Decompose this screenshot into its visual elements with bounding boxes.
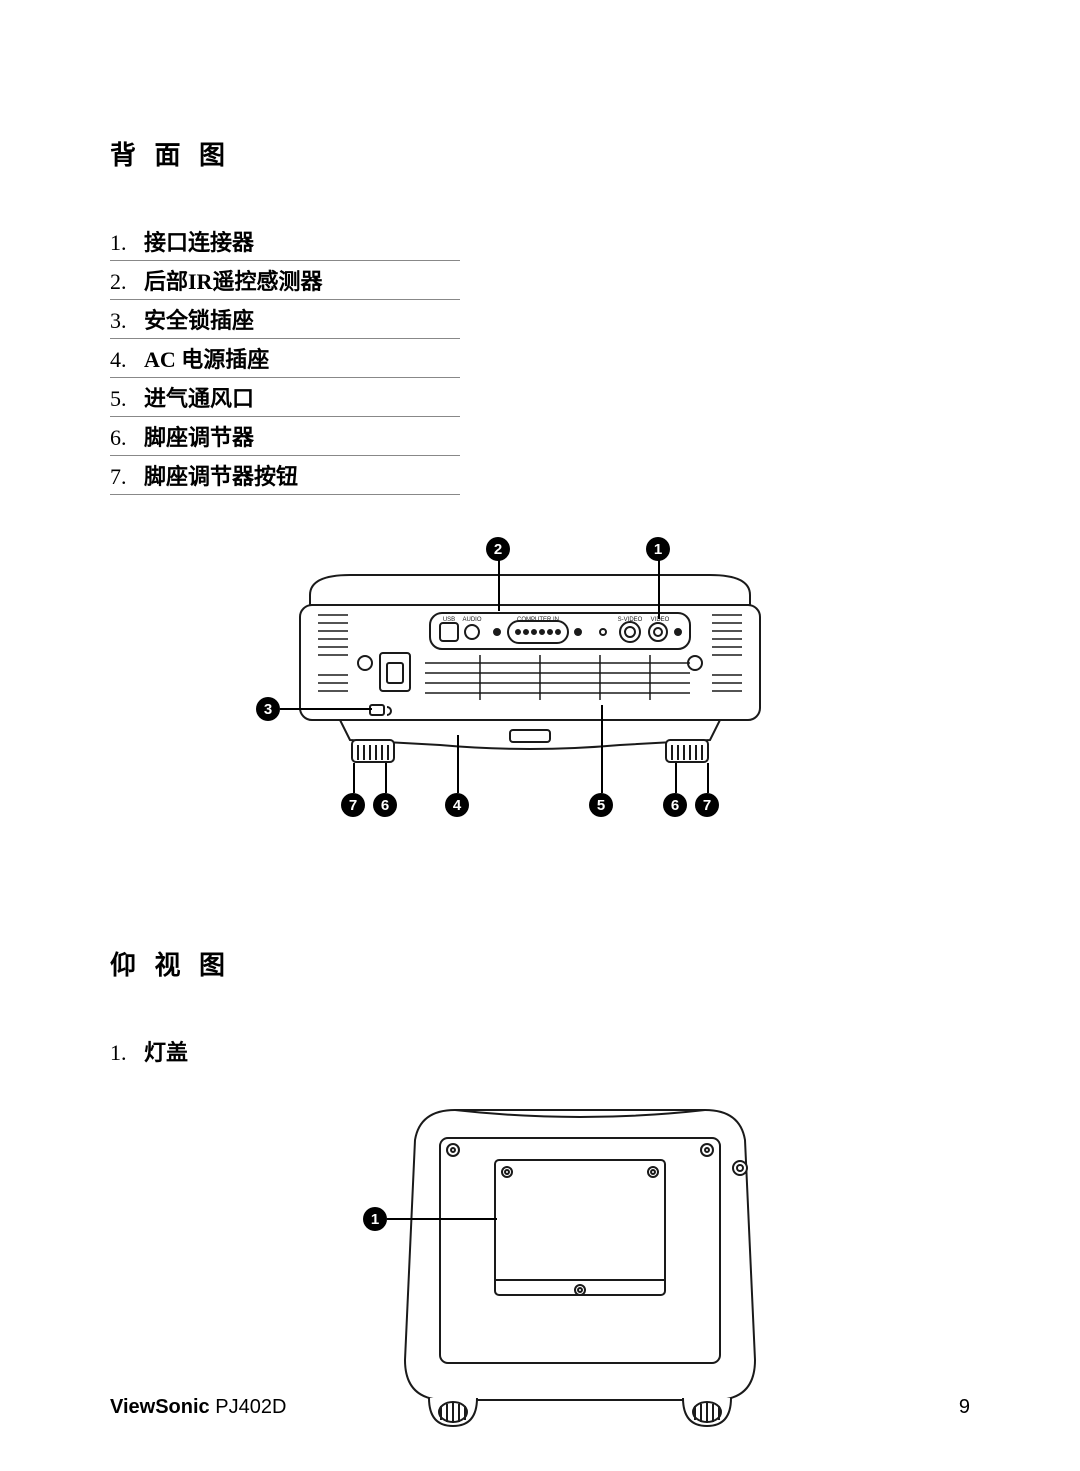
callout-7-left: 7 <box>341 793 365 817</box>
page-number: 9 <box>959 1396 970 1419</box>
leader-line <box>385 763 387 793</box>
projector-rear-svg: USB AUDIO COMPUTER IN S-VIDEO VIDEO <box>240 535 820 855</box>
table-row: 4. AC 电源插座 <box>110 339 460 378</box>
part-number: 6. <box>110 417 144 456</box>
callout-4: 4 <box>445 793 469 817</box>
part-number: 1. <box>110 222 144 261</box>
part-label: 脚座调节器按钮 <box>144 456 460 495</box>
part-label: 进气通风口 <box>144 378 460 417</box>
callout-1: 1 <box>646 537 670 561</box>
table-row: 1. 接口连接器 <box>110 222 460 261</box>
table-row: 6. 脚座调节器 <box>110 417 460 456</box>
rear-diagram: USB AUDIO COMPUTER IN S-VIDEO VIDEO 2 1 … <box>240 535 820 855</box>
callout-6-right: 6 <box>663 793 687 817</box>
part-label: 接口连接器 <box>144 222 460 261</box>
callout-7-right: 7 <box>695 793 719 817</box>
leader-line <box>675 763 677 793</box>
port-label-svideo: S-VIDEO <box>618 617 643 623</box>
leader-line <box>707 763 709 793</box>
port-label-video: VIDEO <box>651 617 670 623</box>
leader-line <box>387 1218 497 1220</box>
table-row: 7. 脚座调节器按钮 <box>110 456 460 495</box>
bottom-view-title: 仰 视 图 <box>110 945 970 982</box>
leader-line <box>498 559 500 611</box>
leader-line <box>353 763 355 793</box>
callout-1-bottom: 1 <box>363 1207 387 1231</box>
table-row: 2. 后部IR遥控感测器 <box>110 261 460 300</box>
footer-brand-name: ViewSonic <box>110 1396 210 1418</box>
table-row: 1. 灯盖 <box>110 1032 460 1070</box>
part-label: 灯盖 <box>144 1032 460 1070</box>
rear-view-title: 背 面 图 <box>110 135 970 172</box>
bottom-parts-table: 1. 灯盖 <box>110 1032 460 1070</box>
page-footer: ViewSonic PJ402D 9 <box>110 1396 970 1419</box>
part-label: 脚座调节器 <box>144 417 460 456</box>
rear-parts-table: 1. 接口连接器 2. 后部IR遥控感测器 3. 安全锁插座 4. AC 电源插… <box>110 222 460 495</box>
table-row: 5. 进气通风口 <box>110 378 460 417</box>
callout-2: 2 <box>486 537 510 561</box>
callout-6-left: 6 <box>373 793 397 817</box>
footer-brand: ViewSonic PJ402D <box>110 1396 286 1419</box>
part-number: 5. <box>110 378 144 417</box>
leader-line <box>457 735 459 793</box>
part-number: 3. <box>110 300 144 339</box>
leader-line <box>658 559 660 619</box>
leader-line <box>601 705 603 793</box>
part-number: 2. <box>110 261 144 300</box>
part-number: 4. <box>110 339 144 378</box>
part-label: AC 电源插座 <box>144 339 460 378</box>
callout-5: 5 <box>589 793 613 817</box>
part-label: 安全锁插座 <box>144 300 460 339</box>
part-number: 1. <box>110 1032 144 1070</box>
part-number: 7. <box>110 456 144 495</box>
footer-model: PJ402D <box>210 1396 287 1418</box>
leader-line <box>280 708 372 710</box>
port-label-audio: AUDIO <box>462 617 481 623</box>
part-label: 后部IR遥控感测器 <box>144 261 460 300</box>
callout-3: 3 <box>256 697 280 721</box>
port-label-computer: COMPUTER IN <box>517 617 559 623</box>
table-row: 3. 安全锁插座 <box>110 300 460 339</box>
port-label-usb: USB <box>443 617 455 623</box>
